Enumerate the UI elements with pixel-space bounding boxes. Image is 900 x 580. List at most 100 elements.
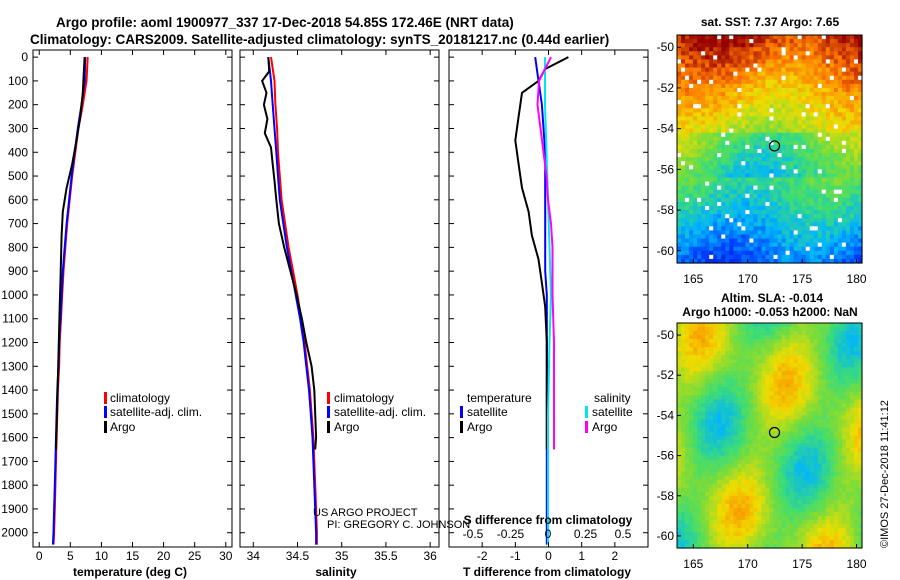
map-cell (689, 335, 694, 340)
map-cell (725, 43, 730, 48)
map-cell (753, 144, 759, 150)
map-cell (733, 181, 738, 187)
map-cell (733, 379, 738, 384)
map-cell (809, 173, 815, 179)
map-cell (845, 43, 851, 48)
map-cell (721, 242, 726, 248)
map-cell (769, 173, 775, 179)
map-cell (761, 201, 767, 207)
map-cell (701, 169, 706, 175)
map-cell (825, 238, 831, 244)
map-cell (685, 407, 690, 412)
map-cell (777, 355, 783, 360)
map-cell (713, 367, 718, 372)
map-cell (737, 347, 742, 352)
map-cell (833, 96, 839, 101)
map-cell (805, 206, 811, 211)
map-cell (765, 144, 771, 150)
map-cell (705, 483, 710, 489)
map-cell (821, 471, 827, 477)
map-cell (857, 169, 863, 175)
map-cell (681, 491, 686, 497)
legend-t-argo: Argo (467, 420, 493, 434)
map-cell (805, 59, 811, 65)
map-cell (741, 379, 746, 384)
map-cell (733, 507, 738, 513)
map-cell (693, 96, 698, 101)
map-cell (817, 128, 823, 134)
map-cell (801, 371, 807, 376)
map-cell (685, 79, 690, 85)
map-cell (833, 423, 839, 429)
map-cell (801, 234, 807, 240)
map-cell (689, 246, 694, 252)
map-cell (829, 226, 835, 232)
map-cell (729, 185, 734, 191)
map-cell (809, 197, 815, 203)
map-cell (761, 193, 767, 199)
map-cell (689, 250, 694, 256)
map-cell (705, 379, 710, 384)
map-cell (837, 35, 843, 40)
map-cell (741, 343, 746, 348)
map-cell (809, 254, 815, 260)
map-cell (749, 419, 755, 425)
map-cell (841, 43, 847, 48)
map-cell (777, 331, 783, 336)
map-cell (713, 157, 718, 162)
map-cell (757, 467, 763, 473)
map-cell (845, 230, 851, 236)
x-tick-label: 10 (95, 549, 109, 563)
map-cell (761, 419, 767, 425)
map-cell (697, 347, 702, 352)
map-cell (685, 250, 690, 256)
map-cell (781, 140, 787, 146)
map-cell (849, 71, 855, 77)
map-cell (793, 443, 799, 449)
map-cell (809, 157, 815, 162)
map-cell (729, 363, 734, 368)
map-cell (757, 419, 763, 425)
map-cell (841, 327, 847, 332)
map-cell (849, 181, 855, 187)
map-cell (837, 487, 843, 493)
map-cell (793, 218, 799, 223)
map-cell (725, 112, 730, 118)
map-cell (837, 246, 843, 252)
x-tick-label: -2 (477, 549, 488, 563)
map-cell (685, 495, 690, 501)
map-cell (849, 226, 855, 232)
map-cell (857, 132, 863, 138)
map-cell (801, 459, 807, 465)
map-cell (793, 331, 799, 336)
map-cell (781, 39, 787, 44)
map-cell (725, 375, 730, 380)
map-cell (713, 112, 718, 118)
map-cell (777, 201, 783, 207)
map-cell (829, 197, 835, 203)
map-cell (845, 379, 851, 384)
map-cell (773, 169, 779, 175)
map-cell (837, 335, 843, 340)
map-cell (781, 47, 787, 52)
map-cell (797, 403, 803, 408)
map-cell (841, 363, 847, 368)
map-cell (689, 507, 694, 513)
map-cell (769, 177, 775, 183)
map-cell (801, 104, 807, 109)
map-cell (801, 399, 807, 404)
map-cell (853, 238, 859, 244)
map-cell (741, 165, 746, 170)
map-cell (773, 327, 779, 332)
map-cell (729, 189, 734, 195)
map-cell (769, 165, 775, 170)
map-cell (761, 387, 767, 392)
map-cell (701, 335, 706, 340)
sst-map-frame (676, 34, 863, 264)
map-cell (757, 363, 763, 368)
map-cell (801, 177, 807, 183)
map-cell (849, 100, 855, 105)
map-cell (825, 242, 831, 248)
map-cell (677, 455, 682, 461)
map-cell (785, 132, 791, 138)
